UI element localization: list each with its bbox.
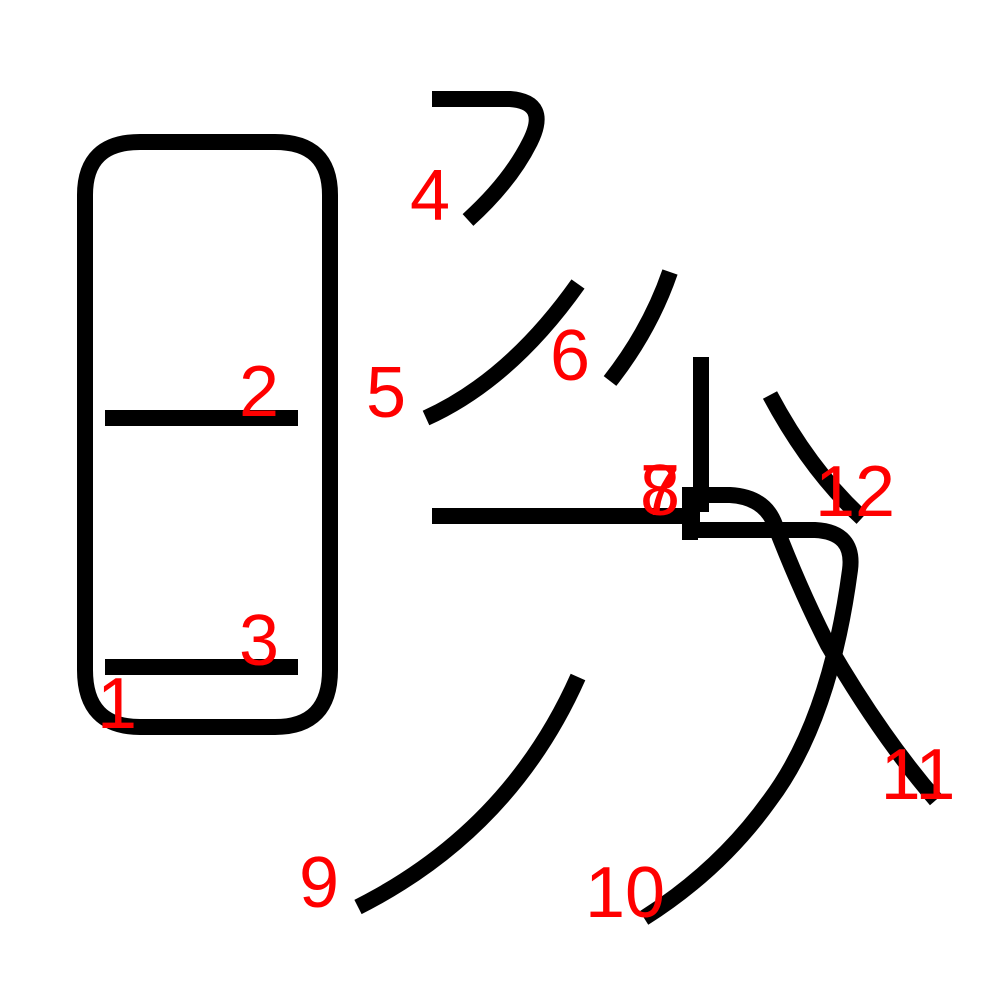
stroke-numbers: 1 2 3 4 5 6 7 8 9 10 11 12 bbox=[97, 156, 955, 933]
strokes bbox=[77, 91, 943, 925]
stroke-5 bbox=[422, 279, 585, 426]
stroke-4 bbox=[432, 91, 545, 226]
stroke-number-7: 7 bbox=[640, 451, 680, 531]
stroke-9 bbox=[354, 673, 586, 915]
stroke-number-1: 1 bbox=[97, 664, 137, 744]
stroke-1 bbox=[77, 134, 338, 735]
stroke-6 bbox=[603, 269, 678, 386]
stroke-10 bbox=[639, 522, 859, 925]
stroke-11 bbox=[682, 487, 943, 806]
stroke-number-2: 2 bbox=[239, 352, 279, 432]
stroke-number-11: 11 bbox=[881, 735, 956, 815]
stroke-number-12: 12 bbox=[815, 452, 895, 532]
stroke-number-10: 10 bbox=[585, 853, 665, 933]
stroke-number-4: 4 bbox=[410, 156, 450, 236]
stroke-number-8: 8 bbox=[640, 451, 680, 531]
stroke-number-3: 3 bbox=[239, 601, 279, 681]
stroke-number-9: 9 bbox=[299, 843, 339, 923]
stroke-number-6: 6 bbox=[550, 316, 590, 396]
stroke-number-5: 5 bbox=[366, 353, 406, 433]
stroke-12 bbox=[762, 391, 868, 524]
